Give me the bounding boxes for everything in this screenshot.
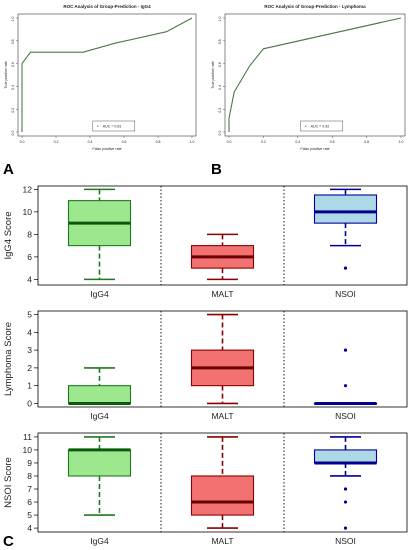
x-tick-label: IgG4 [90, 289, 109, 299]
legend-marker: + [305, 125, 308, 129]
y-tick-label: 12 [23, 184, 33, 194]
y-tick-label: 3 [27, 345, 32, 355]
y-axis-label: True positive rate [4, 61, 8, 89]
outlier-point [343, 487, 348, 491]
x-tick-label: 0.8 [364, 140, 369, 144]
x-tick-label: IgG4 [90, 411, 109, 421]
y-tick-label: 1 [27, 381, 32, 391]
boxplot-nsoi-score: 4 5 6 7 8 9 10 11 NSOI Score IgG4 MALT NSOI [3, 432, 408, 546]
box-nsoi [313, 194, 378, 224]
boxplot-lymphoma-score: 0 1 2 3 4 5 Lymphoma Score IgG4 MALT NSOI [3, 310, 408, 421]
y-tick-label: 0.0 [11, 131, 15, 136]
y-tick-label: 2 [27, 363, 32, 373]
x-tick-label: MALT [211, 411, 233, 421]
y-tick-label: 4 [27, 327, 32, 337]
x-tick-label: 0.6 [122, 140, 127, 144]
box-igg4 [67, 385, 132, 404]
legend-auc: AUC = 0.92 [311, 125, 330, 129]
roc-chart-igg4: ROC Analysis of Group-Prediction - IgG4 0… [4, 4, 197, 151]
x-tick-label: MALT [211, 536, 233, 546]
y-tick-label: 1.0 [218, 17, 222, 22]
y-tick-label: 5 [27, 310, 32, 320]
panel-label-c: C [3, 533, 14, 550]
box-nsoi [313, 449, 378, 464]
x-tick-label: NSOI [335, 536, 356, 546]
x-tick-label: 0.4 [88, 140, 93, 144]
x-tick-label: MALT [211, 289, 233, 299]
y-tick-label: 0.4 [218, 85, 222, 90]
y-tick-label: 0.8 [11, 39, 15, 44]
y-tick-label: 4 [27, 523, 32, 533]
y-tick-label: 6 [27, 497, 32, 507]
y-axis-label: IgG4 Score [3, 211, 14, 259]
y-tick-label: 9 [27, 458, 32, 468]
x-tick-label: NSOI [335, 411, 356, 421]
y-tick-label: 0.2 [218, 108, 222, 113]
x-tick-label: 0.2 [54, 140, 59, 144]
outlier-point [343, 266, 348, 270]
x-tick-label: 0.0 [227, 140, 232, 144]
outlier-point [343, 348, 348, 352]
y-tick-label: 11 [23, 432, 32, 442]
x-tick-label: 1.0 [399, 140, 404, 144]
roc-curve [228, 17, 402, 132]
y-tick-label: 10 [23, 445, 33, 455]
roc-curve [21, 17, 193, 132]
y-tick-label: 5 [27, 510, 32, 520]
y-tick-label: 0.4 [11, 85, 15, 90]
legend-auc: AUC = 0.81 [103, 125, 122, 129]
outlier-point [343, 526, 348, 530]
panel-label-b: B [211, 161, 222, 178]
plot-frame [224, 13, 406, 137]
x-tick-label: 1.0 [190, 140, 195, 144]
plot-frame [17, 13, 197, 137]
box-malt [190, 475, 255, 516]
roc-chart-lymphoma: ROC Analysis of Group-Prediction - Lymph… [211, 4, 406, 151]
y-tick-label: 0 [27, 398, 32, 408]
legend-marker: + [97, 125, 100, 129]
box-igg4 [67, 449, 132, 477]
x-axis-label: False positive rate [300, 147, 329, 151]
y-tick-label: 6 [27, 252, 32, 262]
legend-box [92, 120, 136, 132]
y-tick-label: 0.8 [218, 39, 222, 44]
outlier-point [343, 500, 348, 504]
outlier-point [343, 384, 348, 388]
chart-title: ROC Analysis of Group-Prediction - Lymph… [264, 4, 366, 9]
y-tick-label: 7 [27, 484, 32, 494]
x-tick-label: 0.4 [295, 140, 300, 144]
y-tick-label: 0.6 [11, 62, 15, 67]
y-axis-label: True positive rate [211, 61, 215, 89]
y-tick-label: 8 [27, 471, 32, 481]
y-tick-label: 8 [27, 229, 32, 239]
y-tick-label: 0.0 [218, 131, 222, 136]
x-tick-label: 0.6 [330, 140, 335, 144]
y-axis-label: NSOI Score [3, 457, 14, 508]
y-tick-label: 10 [23, 207, 33, 217]
boxplot-igg4-score: 4 6 8 10 12 IgG4 Score IgG4 MALT NSOI [3, 184, 408, 299]
x-tick-label: 0.8 [156, 140, 161, 144]
x-tick-label: NSOI [335, 289, 356, 299]
y-tick-label: 0.2 [11, 108, 15, 113]
y-tick-label: 0.6 [218, 62, 222, 67]
x-tick-label: 0.2 [261, 140, 266, 144]
y-tick-label: 1.0 [11, 17, 15, 22]
x-axis-label: False positive rate [92, 147, 121, 151]
legend-box [300, 120, 343, 132]
y-axis-label: Lymphoma Score [3, 322, 14, 396]
panel-label-a: A [3, 161, 14, 178]
y-tick-label: 4 [27, 274, 32, 284]
chart-title: ROC Analysis of Group-Prediction - IgG4 [63, 4, 151, 9]
x-tick-label: IgG4 [90, 536, 109, 546]
x-tick-label: 0.0 [20, 140, 25, 144]
